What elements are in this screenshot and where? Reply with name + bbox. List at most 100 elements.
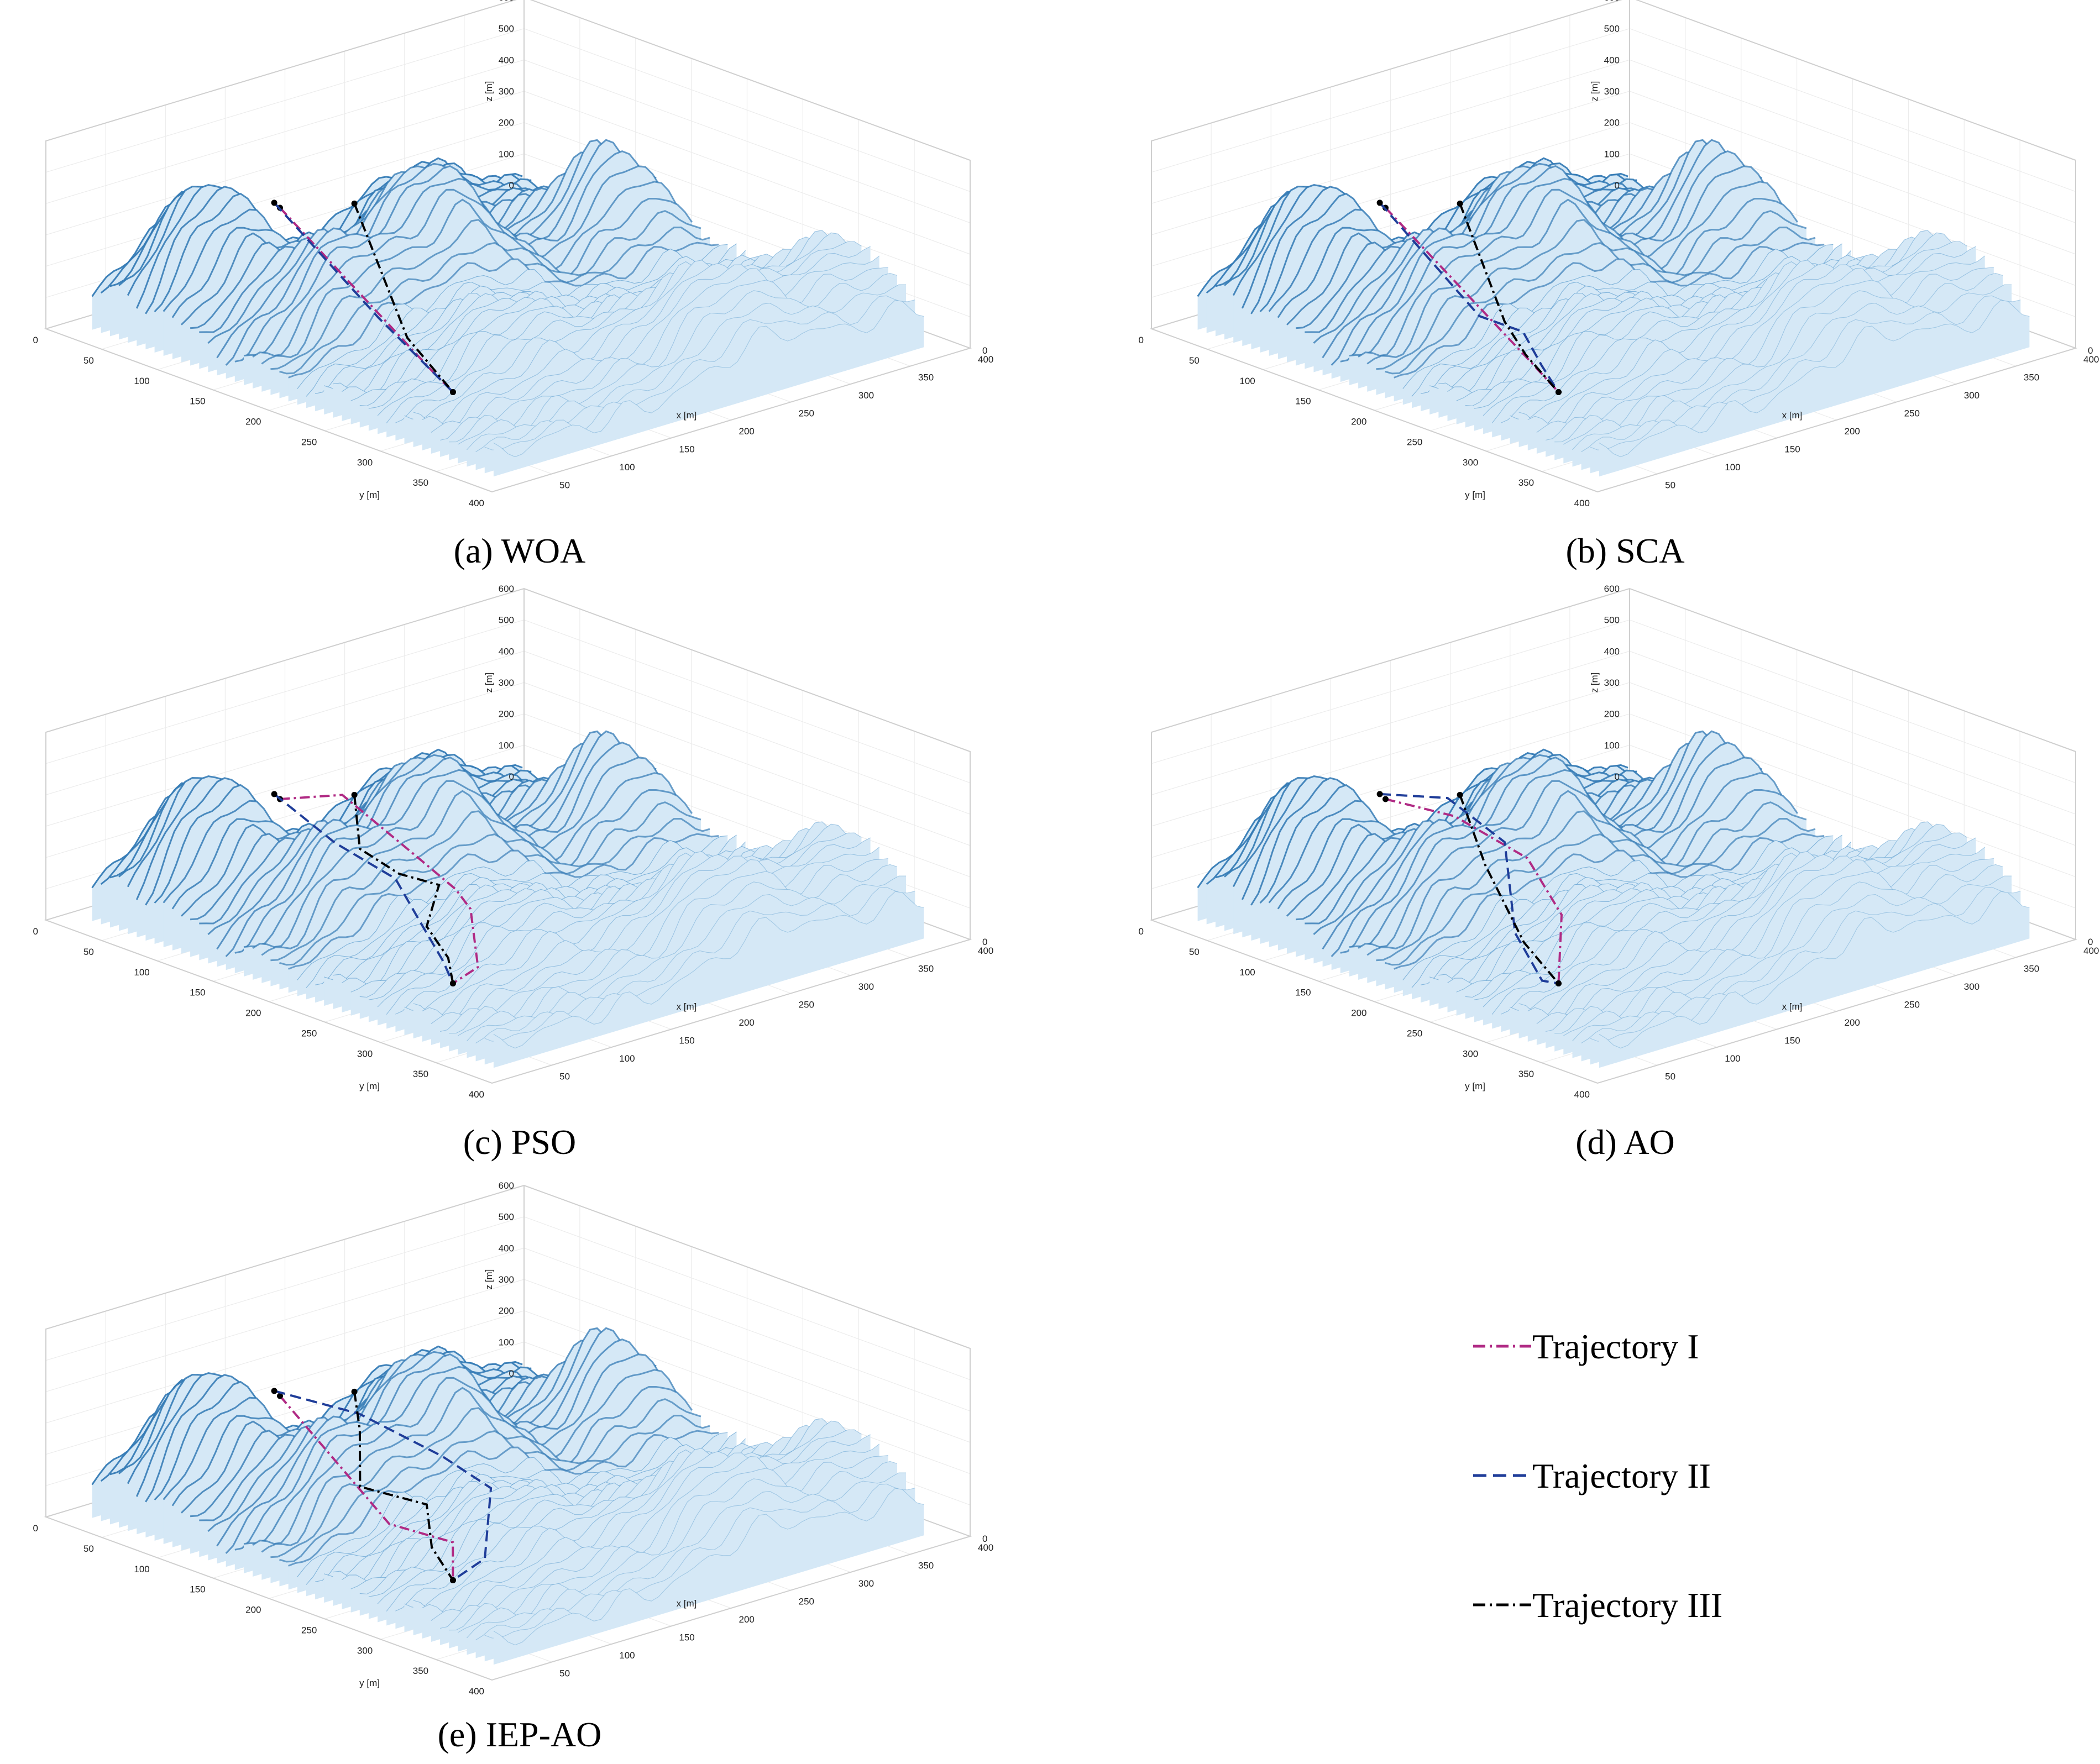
terrain-p3: [1197, 730, 2030, 1068]
plot-b: 0100200300400500600050100150200250300350…: [1139, 0, 2099, 508]
x-tick-label: 0: [982, 1534, 987, 1544]
terrain-slice-line: [234, 150, 666, 363]
terrain-slice-line: [449, 1443, 880, 1631]
z-tick-label: 300: [1604, 86, 1620, 97]
terrain-slice-line: [413, 821, 844, 1017]
x-axis-label: x [m]: [677, 1001, 697, 1012]
y-tick-label: 0: [1139, 335, 1144, 345]
terrain-slice-line: [484, 886, 915, 1042]
x-tick-label: 150: [1784, 1036, 1800, 1046]
x-tick-label: 0: [982, 937, 987, 947]
terrain-slice-line: [252, 181, 684, 358]
caption-b: (b) SCA: [1565, 531, 1684, 570]
plot-e: 0100200300400500600050100150200250300350…: [33, 1180, 994, 1697]
ticks-p3: 0100200300400500600050100150200250300350…: [1139, 584, 2099, 1100]
terrain-slice-line: [297, 1432, 728, 1577]
terrain-slice-line: [306, 1431, 737, 1585]
panel-a: 0100200300400500600050100150200250300350…: [33, 0, 994, 570]
x-axis-label: x [m]: [677, 410, 697, 421]
y-tick-label: 200: [245, 417, 261, 427]
z-tick-label: 400: [1604, 55, 1620, 65]
terrain-slice-line: [1581, 284, 2012, 453]
terrain-slice-line: [1376, 210, 1807, 370]
terrain-slice-line: [1402, 835, 1834, 980]
x-tick-label: 150: [679, 444, 694, 455]
y-tick-label: 100: [1239, 967, 1255, 978]
trajectory-1: [280, 794, 479, 985]
x-axis-label: x [m]: [677, 1598, 697, 1609]
y-tick-label: 50: [1189, 947, 1200, 957]
y-tick-label: 200: [1351, 417, 1366, 427]
terrain-slice-line: [439, 837, 871, 1032]
x-tick-label: 300: [1964, 981, 1979, 992]
z-tick-label: 200: [499, 118, 514, 128]
terrain-slice-line: [1590, 886, 2021, 1042]
x-tick-label: 250: [799, 1000, 814, 1010]
z-tick-label: 100: [1604, 740, 1620, 750]
terrain-slice-line: [234, 741, 666, 954]
x-tick-label: 300: [1964, 390, 1979, 401]
x-tick-label: 0: [2088, 937, 2093, 947]
caption-a: (a) WOA: [454, 531, 586, 570]
terrain-slice-line: [1527, 823, 1958, 1020]
x-tick-label: 400: [2083, 946, 2099, 956]
ticks-p0: 0100200300400500600050100150200250300350…: [33, 0, 994, 508]
x-tick-label: 100: [1725, 462, 1740, 473]
terrain-slice-line: [279, 1414, 710, 1563]
trajectory-start-point: [1376, 791, 1383, 797]
y-tick-label: 300: [1463, 1048, 1478, 1059]
z-tick-label: 200: [499, 709, 514, 720]
plot-c: 0100200300400500600050100150200250300350…: [33, 584, 994, 1100]
terrain-slice-line: [404, 1425, 835, 1609]
ticks-p2: 0100200300400500600050100150200250300350…: [33, 584, 994, 1100]
z-tick-label: 100: [499, 740, 514, 750]
z-tick-label: 600: [1604, 584, 1620, 594]
z-tick-label: 600: [1604, 0, 1620, 3]
terrain-slice-line: [449, 255, 880, 443]
terrain-slice-line: [484, 1483, 915, 1639]
y-tick-label: 400: [469, 1089, 484, 1100]
trajectory-2: [273, 793, 454, 984]
axes-box-back: [45, 0, 971, 348]
terrain-slice-line: [484, 295, 915, 450]
terrain-slice-line: [449, 847, 880, 1034]
trajectory-2: [273, 202, 454, 393]
terrain-slice-line: [279, 817, 710, 966]
terrain-slice-line: [475, 1472, 907, 1641]
terrain-slice-line: [1518, 821, 1950, 1017]
legend: Trajectory I Trajectory II Trajectory II…: [1473, 1327, 1722, 1625]
terrain-slice-line: [225, 1327, 657, 1554]
y-tick-label: 150: [190, 1584, 205, 1595]
z-tick-label: 200: [1604, 118, 1620, 128]
y-tick-label: 200: [245, 1605, 261, 1615]
terrain-slice-line: [1349, 165, 1780, 357]
y-tick-label: 300: [357, 1645, 373, 1656]
legend-entry-2: Trajectory II: [1473, 1456, 1711, 1495]
terrain-slice-line: [270, 801, 701, 962]
terrain-slice-line: [288, 1430, 719, 1567]
trajectory-end-point: [449, 980, 456, 987]
x-tick-label: 0: [2088, 345, 2093, 356]
trajectory-3: [1459, 203, 1559, 393]
x-tick-label: 350: [918, 372, 934, 383]
z-tick-label: 200: [499, 1306, 514, 1316]
y-tick-label: 250: [301, 437, 317, 447]
axes-box-back: [45, 587, 971, 939]
terrain-slice-line: [1349, 757, 1780, 948]
terrain-slice-line: [1402, 244, 1834, 389]
x-tick-label: 100: [619, 1650, 635, 1661]
y-tick-label: 350: [1518, 1069, 1534, 1079]
axes-box-back: [1151, 0, 2076, 348]
y-tick-label: 300: [357, 1048, 373, 1059]
y-tick-label: 250: [1407, 1028, 1422, 1038]
trajectory-start-point: [351, 200, 358, 207]
terrain-slice-line: [288, 833, 719, 970]
terrain-p2: [91, 730, 924, 1068]
x-tick-label: 150: [679, 1632, 694, 1643]
z-tick-label: 600: [499, 584, 514, 594]
trajectories-p0: [271, 200, 456, 396]
x-tick-label: 200: [1845, 426, 1860, 437]
ticks-p1: 0100200300400500600050100150200250300350…: [1139, 0, 2099, 508]
x-tick-label: 50: [559, 480, 570, 491]
y-tick-label: 400: [1574, 1089, 1590, 1100]
